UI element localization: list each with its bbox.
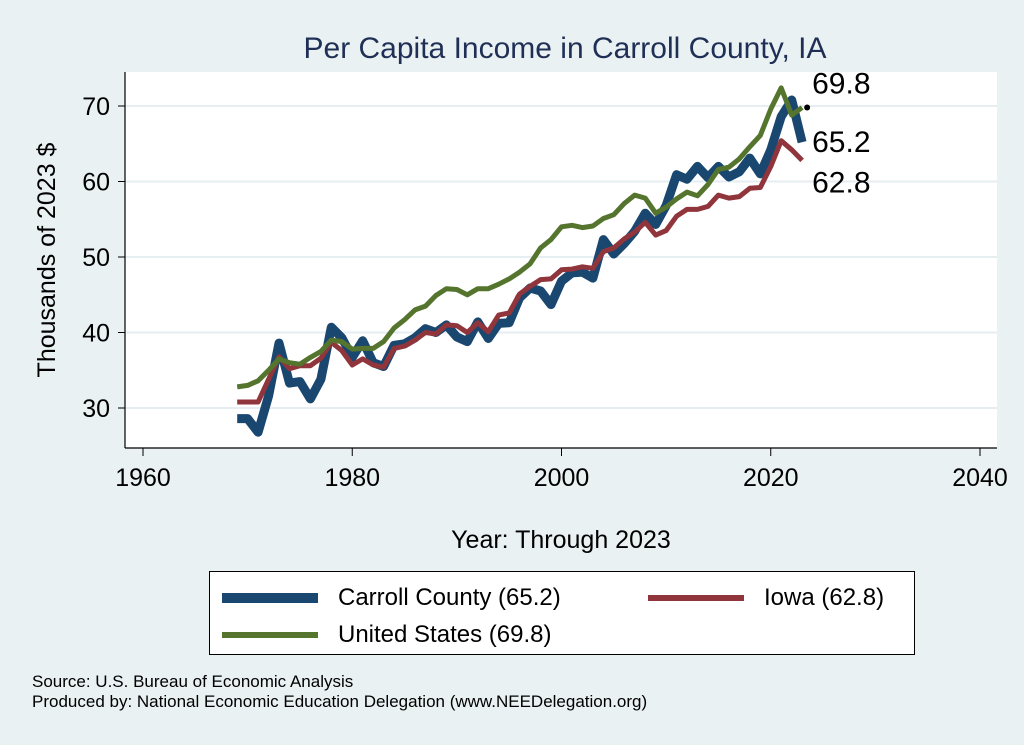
legend-swatch-iowa — [648, 595, 744, 601]
legend-label: Carroll County (65.2) — [338, 584, 561, 611]
gridlines — [125, 105, 997, 409]
legend-label: Iowa (62.8) — [764, 584, 885, 611]
end-marker-us — [804, 104, 811, 111]
y-tick-label: 30 — [82, 395, 110, 423]
footer-notes: Source: U.S. Bureau of Economic Analysis… — [32, 672, 647, 712]
y-axis-label: Thousands of 2023 $ — [33, 142, 61, 377]
series-lines — [236, 85, 807, 437]
series-line-us — [236, 85, 804, 390]
x-tick-label: 2040 — [952, 464, 1008, 492]
end-label-iowa: 62.8 — [812, 166, 870, 199]
y-tick-label: 70 — [82, 93, 110, 121]
y-tick-label: 60 — [82, 169, 110, 197]
legend-item-us: United States (69.8) — [222, 621, 551, 649]
y-ticks: 30 40 50 60 70 — [82, 93, 125, 423]
x-tick-label: 2000 — [534, 464, 590, 492]
chart-title: Per Capita Income in Carroll County, IA — [304, 32, 827, 65]
legend-swatch-carroll — [222, 593, 318, 603]
end-label-carroll: 65.2 — [812, 126, 870, 159]
x-tick-label: 2020 — [743, 464, 799, 492]
x-axis-label: Year: Through 2023 — [451, 526, 671, 554]
x-tick-label: 1980 — [324, 464, 380, 492]
y-tick-label: 50 — [82, 244, 110, 272]
legend-swatch-us — [222, 632, 318, 638]
source-note: Source: U.S. Bureau of Economic Analysis — [32, 672, 354, 691]
legend-item-carroll: Carroll County (65.2) — [222, 584, 561, 612]
y-tick-label: 40 — [82, 320, 110, 348]
legend-label: United States (69.8) — [338, 621, 552, 648]
end-label-us: 69.8 — [812, 68, 870, 101]
x-ticks: 1960 1980 2000 2020 2040 — [115, 448, 1008, 492]
x-tick-label: 1960 — [115, 464, 171, 492]
producer-note: Produced by: National Economic Education… — [32, 692, 648, 711]
legend: Carroll County (65.2) Iowa (62.8) United… — [209, 571, 915, 655]
chart: Per Capita Income in Carroll County, IA … — [33, 32, 1008, 554]
legend-item-iowa: Iowa (62.8) — [648, 584, 884, 612]
end-labels: 69.8 65.2 62.8 — [804, 68, 871, 199]
